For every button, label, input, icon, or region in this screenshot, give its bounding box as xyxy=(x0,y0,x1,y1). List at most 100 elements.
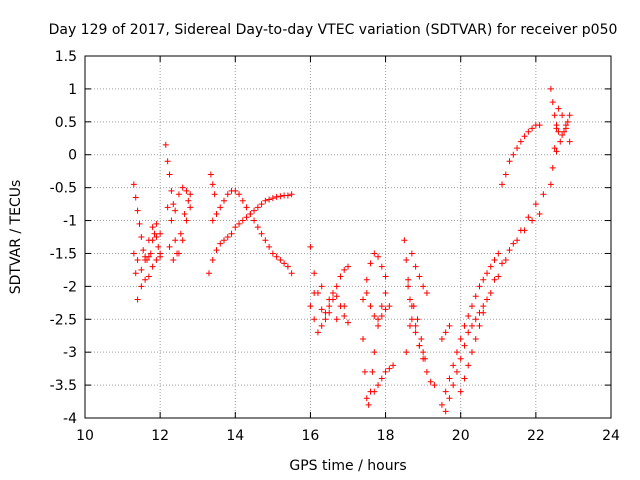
data-point xyxy=(562,122,569,129)
plot-frame xyxy=(84,55,612,419)
data-point xyxy=(521,227,528,234)
series-arc-18a xyxy=(401,237,427,356)
data-point xyxy=(555,105,562,112)
series-arc-12c xyxy=(166,197,192,264)
data-point xyxy=(412,329,419,336)
data-point xyxy=(525,214,532,221)
y-tick-label: -2 xyxy=(63,279,77,295)
axis-ticks xyxy=(84,55,612,419)
data-point xyxy=(375,253,382,260)
data-point xyxy=(521,133,528,140)
data-point xyxy=(247,210,254,217)
data-point xyxy=(371,349,378,356)
data-point xyxy=(213,210,220,217)
data-point xyxy=(224,234,231,240)
data-point xyxy=(468,349,475,356)
data-point xyxy=(461,322,468,329)
data-point xyxy=(168,217,175,224)
x-tick-label: 18 xyxy=(377,428,395,444)
data-point xyxy=(311,289,318,296)
data-point xyxy=(382,368,389,375)
data-point xyxy=(561,128,568,135)
data-point xyxy=(423,368,430,375)
data-point xyxy=(217,204,224,211)
data-point xyxy=(341,312,348,319)
data-point xyxy=(145,253,152,260)
data-point xyxy=(232,224,239,231)
data-point xyxy=(254,224,261,231)
data-point xyxy=(375,316,382,323)
data-point xyxy=(134,296,141,303)
data-point xyxy=(446,375,453,382)
data-point xyxy=(536,210,543,217)
data-point xyxy=(183,217,190,224)
data-point xyxy=(360,296,367,303)
data-point xyxy=(457,355,464,362)
series-arc-19a xyxy=(438,303,487,415)
data-point xyxy=(506,247,513,254)
data-point xyxy=(322,309,329,316)
series-arc-13a xyxy=(205,191,295,277)
data-point xyxy=(367,260,374,267)
series-arc-20b xyxy=(461,210,543,382)
data-point xyxy=(438,336,445,343)
data-point xyxy=(132,194,139,201)
data-point xyxy=(371,250,378,257)
data-point xyxy=(345,319,351,326)
data-point xyxy=(484,296,491,303)
x-tick-label: 22 xyxy=(527,428,545,444)
y-tick-label: 1.5 xyxy=(55,49,77,65)
series-arc-20a xyxy=(457,191,547,395)
data-point xyxy=(273,193,280,200)
data-point xyxy=(491,276,498,283)
data-point xyxy=(365,401,372,408)
data-point xyxy=(138,283,145,290)
series-arc-16a xyxy=(307,243,351,323)
y-tick-label: 1 xyxy=(68,82,77,98)
data-point xyxy=(369,368,376,375)
data-point xyxy=(232,187,239,194)
data-point xyxy=(506,158,513,165)
series-arc-16b xyxy=(307,289,351,336)
x-tick-label: 10 xyxy=(76,428,94,444)
data-point xyxy=(476,322,483,329)
series-arc-17a xyxy=(360,289,389,408)
data-point xyxy=(341,303,348,310)
data-point xyxy=(472,316,479,323)
data-point xyxy=(166,171,173,178)
data-point xyxy=(390,362,397,369)
data-point xyxy=(273,253,280,260)
series-arc-13b xyxy=(209,187,295,277)
data-point xyxy=(183,187,190,194)
data-point xyxy=(326,303,333,310)
data-point xyxy=(446,395,453,402)
series-arc-18d xyxy=(408,250,430,296)
data-point xyxy=(277,193,284,200)
data-point xyxy=(442,408,449,415)
data-point xyxy=(465,312,472,319)
data-point xyxy=(243,204,250,211)
data-point xyxy=(164,158,171,165)
data-point xyxy=(472,336,479,343)
data-point xyxy=(487,289,494,296)
data-point xyxy=(179,237,186,244)
y-tick-labels: -4 -3.5 -3 -2.5 -2 -1.5 -1 -0.5 0 0.5 1 1.5 xyxy=(50,49,77,427)
data-point xyxy=(453,368,460,375)
data-point xyxy=(382,273,389,280)
series-arc-12b xyxy=(164,204,194,257)
data-point xyxy=(468,322,475,329)
data-point xyxy=(525,128,532,135)
data-point xyxy=(149,263,156,270)
data-point xyxy=(363,289,370,296)
data-point xyxy=(499,260,506,267)
data-point xyxy=(457,388,464,395)
data-point xyxy=(145,273,152,280)
data-point xyxy=(209,181,216,188)
data-point xyxy=(416,273,423,280)
data-point xyxy=(491,257,498,264)
series-arc-13c xyxy=(207,171,218,198)
data-point xyxy=(446,322,453,329)
data-point xyxy=(266,243,273,250)
data-point xyxy=(314,329,321,336)
data-point xyxy=(157,253,164,260)
